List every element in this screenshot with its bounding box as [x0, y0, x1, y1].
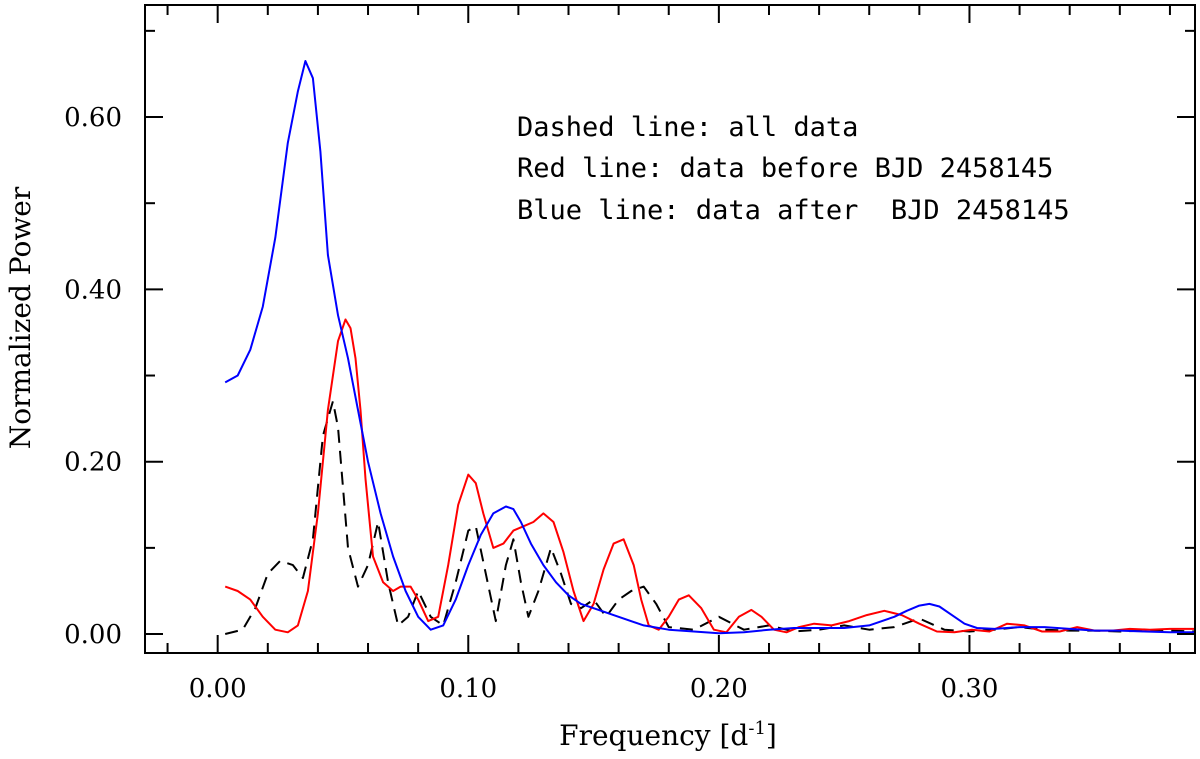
- x-axis-title-sup: -1: [748, 718, 766, 739]
- series-layer: [224, 60, 1196, 635]
- annotation-red: Red line: data before BJD 2458145: [517, 153, 1053, 184]
- y-tick-label: 0.60: [64, 103, 122, 133]
- x-axis-title: Frequency [d-1]: [559, 718, 777, 752]
- annotation-block: Dashed line: all data Red line: data bef…: [517, 112, 1070, 226]
- annotation-blue: Blue line: data after BJD 2458145: [517, 195, 1070, 226]
- x-tick-label: 0.10: [439, 674, 497, 704]
- series-line-blue: [224, 60, 1195, 635]
- tick-layer: 0.00 0.10 0.20 0.30 0.00 0.20 0.40 0.60: [64, 5, 1195, 704]
- y-tick-label: 0.40: [64, 275, 122, 305]
- x-tick-label: 0.20: [690, 674, 748, 704]
- y-tick-label: 0.20: [64, 448, 122, 478]
- y-axis-title: Normalized Power: [4, 186, 37, 449]
- series-line-red: [224, 318, 1195, 634]
- x-axis-title-close: ]: [766, 719, 777, 752]
- series-line-dashed: [224, 400, 1196, 635]
- y-tick-label: 0.00: [64, 620, 122, 650]
- plot-frame: [144, 4, 1196, 654]
- annotation-dashed: Dashed line: all data: [517, 112, 858, 143]
- x-tick-label: 0.30: [941, 674, 999, 704]
- x-axis-title-main: Frequency [d: [559, 719, 748, 752]
- x-tick-label: 0.00: [189, 674, 247, 704]
